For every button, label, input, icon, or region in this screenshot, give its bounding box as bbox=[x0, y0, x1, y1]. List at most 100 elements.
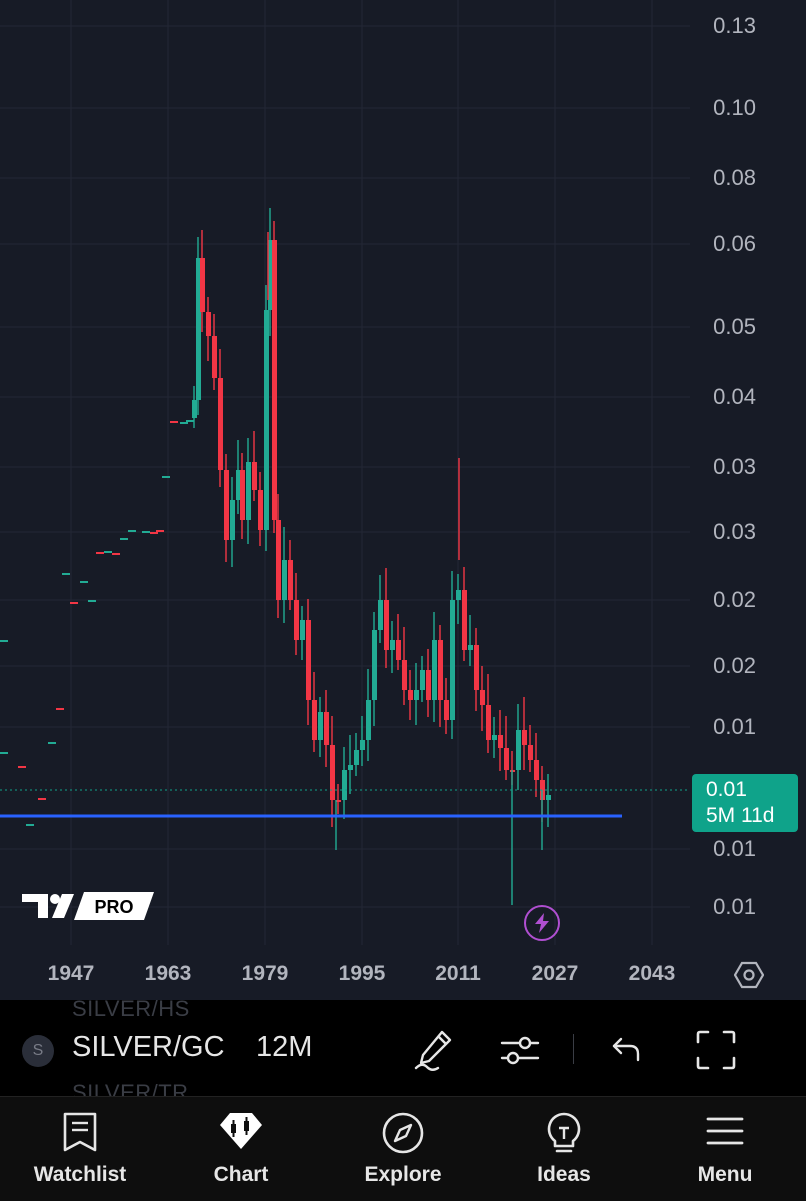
candle-body bbox=[306, 620, 311, 700]
price-axis-label: 0.05 bbox=[713, 314, 756, 339]
candle-tick bbox=[112, 553, 120, 555]
candle-tick bbox=[180, 422, 188, 424]
candle-tick bbox=[170, 421, 178, 423]
price-axis-label: 0.01 bbox=[713, 714, 756, 739]
nav-watchlist[interactable]: Watchlist bbox=[10, 1097, 150, 1201]
candle-body bbox=[390, 640, 395, 650]
candles bbox=[0, 208, 551, 905]
candle-tick bbox=[38, 798, 46, 800]
nav-chart[interactable]: Chart bbox=[171, 1097, 311, 1201]
candle-body bbox=[516, 730, 521, 770]
candle-tick bbox=[120, 538, 128, 540]
candle-tick bbox=[48, 742, 56, 744]
candle-body bbox=[372, 630, 377, 700]
nav-ideas[interactable]: Ideas bbox=[494, 1097, 634, 1201]
nav-label: Ideas bbox=[537, 1163, 591, 1186]
candle-body bbox=[240, 470, 245, 520]
nav-label: Explore bbox=[364, 1163, 442, 1186]
chart-area[interactable]: 0.13 0.10 0.08 0.06 0.05 0.04 0.03 0.03 … bbox=[0, 0, 806, 1000]
nav-explore[interactable]: Explore bbox=[333, 1097, 473, 1201]
candle-body bbox=[276, 520, 281, 600]
chart-settings-icon[interactable] bbox=[734, 960, 764, 990]
nav-label: Watchlist bbox=[33, 1163, 127, 1186]
candle-body bbox=[348, 765, 353, 770]
candle-body bbox=[420, 670, 425, 690]
watchlist-icon bbox=[63, 1112, 97, 1152]
candle-body bbox=[192, 400, 197, 418]
price-axis-label: 0.01 bbox=[713, 894, 756, 919]
symbol-avatar[interactable]: S bbox=[22, 1035, 54, 1067]
menu-icon bbox=[706, 1117, 744, 1145]
candle-body bbox=[522, 730, 527, 745]
candle-body bbox=[444, 700, 449, 720]
candle-body bbox=[534, 760, 539, 780]
candle-body bbox=[450, 600, 455, 720]
candle-tick bbox=[80, 581, 88, 583]
candle-body bbox=[546, 795, 551, 800]
candle-body bbox=[432, 640, 437, 700]
fullscreen-icon[interactable] bbox=[694, 1028, 738, 1072]
candle-tick bbox=[0, 752, 8, 754]
chart-grid bbox=[0, 0, 690, 945]
candle-body bbox=[456, 590, 461, 600]
candle-tick bbox=[62, 573, 70, 575]
time-axis-label: 1995 bbox=[338, 962, 386, 985]
lightbulb-icon bbox=[547, 1112, 581, 1153]
bar-countdown: 5M 11d bbox=[706, 804, 775, 827]
last-price-badge: 0.01 5M 11d bbox=[692, 774, 798, 832]
candle-tick bbox=[88, 600, 96, 602]
candle-body bbox=[414, 690, 419, 700]
ghost-symbol-above: SILVER/HS bbox=[72, 996, 190, 1021]
draw-icon[interactable] bbox=[412, 1028, 456, 1072]
candle-tick bbox=[162, 476, 170, 478]
candle-tick bbox=[70, 602, 78, 604]
candle-tick bbox=[18, 766, 26, 768]
candle-body bbox=[504, 748, 509, 770]
candle-body bbox=[264, 310, 269, 530]
candle-tick bbox=[186, 420, 194, 422]
candle-body bbox=[206, 312, 211, 336]
candle-body bbox=[218, 378, 223, 470]
price-axis-label: 0.08 bbox=[713, 165, 756, 190]
indicators-icon[interactable] bbox=[498, 1028, 542, 1072]
candle-body bbox=[196, 258, 201, 400]
price-axis-label: 0.03 bbox=[713, 519, 756, 544]
candle-body bbox=[354, 750, 359, 765]
candle-tick bbox=[128, 530, 136, 532]
symbol-selector[interactable]: SILVER/GC bbox=[72, 1031, 225, 1063]
candle-body bbox=[426, 670, 431, 700]
price-axis-label: 0.10 bbox=[713, 95, 756, 120]
bottom-navigation: Watchlist Chart Explore Ideas bbox=[0, 1096, 806, 1201]
candle-body bbox=[312, 700, 317, 740]
candle-tick bbox=[104, 551, 112, 553]
nav-menu[interactable]: Menu bbox=[655, 1097, 795, 1201]
candle-body bbox=[396, 640, 401, 660]
candle-body bbox=[258, 490, 263, 530]
compass-icon bbox=[382, 1112, 424, 1154]
candle-body bbox=[486, 705, 491, 740]
nav-label: Chart bbox=[213, 1163, 269, 1186]
candle-body bbox=[252, 462, 257, 490]
last-price-value: 0.01 bbox=[706, 778, 747, 801]
candle-body bbox=[492, 735, 497, 740]
candle-tick bbox=[56, 708, 64, 710]
flash-button[interactable] bbox=[524, 905, 560, 941]
time-axis-label: 2011 bbox=[435, 962, 481, 985]
candle-body bbox=[336, 800, 341, 802]
candle-body bbox=[288, 560, 293, 600]
candle-body bbox=[408, 690, 413, 700]
candle-body bbox=[318, 712, 323, 740]
price-axis-label: 0.06 bbox=[713, 231, 756, 256]
candle-body bbox=[330, 745, 335, 800]
undo-icon[interactable] bbox=[604, 1028, 648, 1072]
toolbar-separator bbox=[573, 1034, 574, 1064]
candle-body bbox=[282, 560, 287, 600]
chart-icon bbox=[220, 1113, 262, 1149]
candle-body bbox=[212, 336, 217, 378]
price-chart[interactable] bbox=[0, 0, 806, 1000]
price-axis-label: 0.01 bbox=[713, 836, 756, 861]
interval-selector[interactable]: 12M bbox=[256, 1031, 313, 1063]
candle-body bbox=[342, 770, 347, 800]
candle-body bbox=[366, 700, 371, 740]
candle-body bbox=[224, 470, 229, 540]
